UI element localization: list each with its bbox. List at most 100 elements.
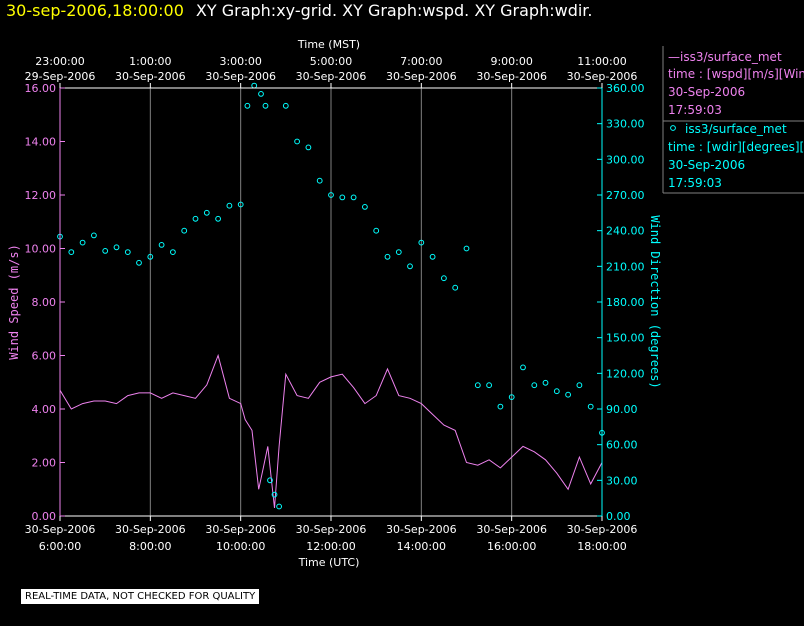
wind-direction-point (192, 215, 199, 222)
wind-direction-point (136, 259, 142, 266)
wind-direction-point (486, 382, 493, 389)
right-axis-title: Wind Direction (degrees) (648, 215, 662, 388)
left-axis-title: Wind Speed (m/s) (7, 244, 21, 360)
wind-direction-point (244, 102, 251, 109)
legend-direction-date: 30-Sep-2006 (668, 158, 745, 172)
wind-direction-point (91, 232, 97, 239)
wind-direction-point (258, 91, 264, 97)
legend-direction-time: 17:59:03 (668, 176, 722, 190)
top-tick-date: 30-Sep-2006 (296, 70, 367, 83)
bottom-tick-time: 6:00:00 (39, 540, 81, 553)
left-tick-label: 0.00 (32, 510, 57, 523)
top-tick-date: 29-Sep-2006 (25, 70, 96, 83)
top-tick-time: 3:00:00 (219, 55, 261, 68)
wind-direction-point (418, 239, 425, 246)
top-tick-time: 5:00:00 (310, 55, 352, 68)
right-tick-label: 60.00 (606, 439, 638, 452)
bottom-tick-time: 14:00:00 (397, 540, 446, 553)
right-tick-label: 0.00 (606, 510, 631, 523)
top-tick-time: 11:00:00 (577, 55, 626, 68)
wind-direction-point (452, 284, 459, 291)
wind-direction-point (267, 477, 273, 484)
legend-speed-time: 17:59:03 (668, 103, 722, 117)
wind-direction-point (463, 245, 470, 252)
wind-direction-point (124, 249, 131, 256)
bottom-tick-date: 30-Sep-2006 (567, 523, 638, 536)
chart-header: 30-sep-2006,18:00:00 XY Graph:xy-grid. XY… (6, 0, 593, 24)
wind-direction-point (429, 253, 436, 260)
wind-direction-point (565, 391, 571, 398)
bottom-axis-title: Time (UTC) (298, 556, 360, 569)
wind-direction-point (328, 192, 334, 198)
bottom-tick-date: 30-Sep-2006 (115, 523, 186, 536)
legend-speed-date: 30-Sep-2006 (668, 85, 745, 99)
wind-direction-point (113, 244, 120, 251)
right-tick-label: 300.00 (606, 153, 645, 166)
wind-direction-point (441, 275, 447, 282)
wind-direction-point (384, 253, 391, 260)
wind-direction-point (587, 403, 594, 410)
right-tick-label: 90.00 (606, 403, 638, 416)
left-tick-label: 2.00 (32, 457, 57, 470)
wind-direction-point (542, 379, 549, 386)
left-tick-label: 8.00 (32, 296, 57, 309)
top-tick-time: 7:00:00 (400, 55, 442, 68)
wind-direction-point (276, 503, 283, 510)
wind-direction-point (373, 227, 380, 234)
top-tick-time: 9:00:00 (490, 55, 532, 68)
wind-direction-point (215, 215, 222, 222)
wind-direction-point (508, 394, 515, 401)
bottom-tick-time: 16:00:00 (487, 540, 536, 553)
right-tick-label: 180.00 (606, 296, 645, 309)
wind-direction-point (316, 177, 323, 184)
axes: 0.00 2.00 4.00 6.00 8.00 10.00 12.00 14.00 16.00… (7, 38, 662, 569)
wind-direction-point (181, 227, 188, 234)
right-tick-label: 120.00 (606, 367, 645, 380)
legend-direction-field: time : [wdir][degrees][Wind Direction] (668, 140, 804, 154)
wind-direction-point (576, 382, 583, 389)
wind-direction-point (262, 102, 269, 109)
wind-direction-point (147, 253, 154, 260)
wind-direction-point (226, 202, 233, 209)
top-tick-date: 30-Sep-2006 (386, 70, 457, 83)
bottom-tick-time: 10:00:00 (216, 540, 265, 553)
right-tick-label: 330.00 (606, 118, 645, 131)
wind-direction-point (553, 388, 560, 395)
wind-direction-point (362, 204, 368, 210)
right-tick-label: 150.00 (606, 332, 645, 345)
wind-direction-point (79, 239, 86, 246)
wind-direction-point (395, 249, 402, 256)
left-tick-label: 14.00 (25, 136, 57, 149)
left-tick-label: 6.00 (32, 350, 57, 363)
left-tick-label: 12.00 (25, 189, 57, 202)
header-timestamp: 30-sep-2006,18:00:00 (6, 1, 184, 20)
top-tick-date: 30-Sep-2006 (205, 70, 276, 83)
wind-direction-point (68, 249, 75, 256)
grid (59, 88, 603, 516)
bottom-tick-time: 8:00:00 (129, 540, 171, 553)
wind-direction-point (474, 382, 481, 389)
wind-direction-point (407, 263, 413, 270)
wind-direction-point (497, 403, 504, 410)
top-tick-time: 23:00:00 (35, 55, 84, 68)
bottom-tick-date: 30-Sep-2006 (25, 523, 96, 536)
wind-direction-point (282, 102, 289, 109)
right-tick-label: 30.00 (606, 474, 638, 487)
wind-direction-point (520, 364, 526, 371)
wind-direction-point (170, 249, 176, 256)
bottom-tick-time: 18:00:00 (577, 540, 626, 553)
top-tick-date: 30-Sep-2006 (567, 70, 638, 83)
wind-direction-point (339, 194, 346, 201)
wind-direction-point (350, 194, 357, 201)
top-axis-title: Time (MST) (297, 38, 360, 51)
wind-direction-point (305, 144, 312, 151)
top-tick-date: 30-Sep-2006 (115, 70, 186, 83)
top-tick-date: 30-Sep-2006 (476, 70, 547, 83)
wind-direction-point (294, 138, 301, 145)
bottom-tick-date: 30-Sep-2006 (205, 523, 276, 536)
bottom-tick-date: 30-Sep-2006 (296, 523, 367, 536)
right-tick-label: 210.00 (606, 260, 645, 273)
right-tick-label: 240.00 (606, 225, 645, 238)
